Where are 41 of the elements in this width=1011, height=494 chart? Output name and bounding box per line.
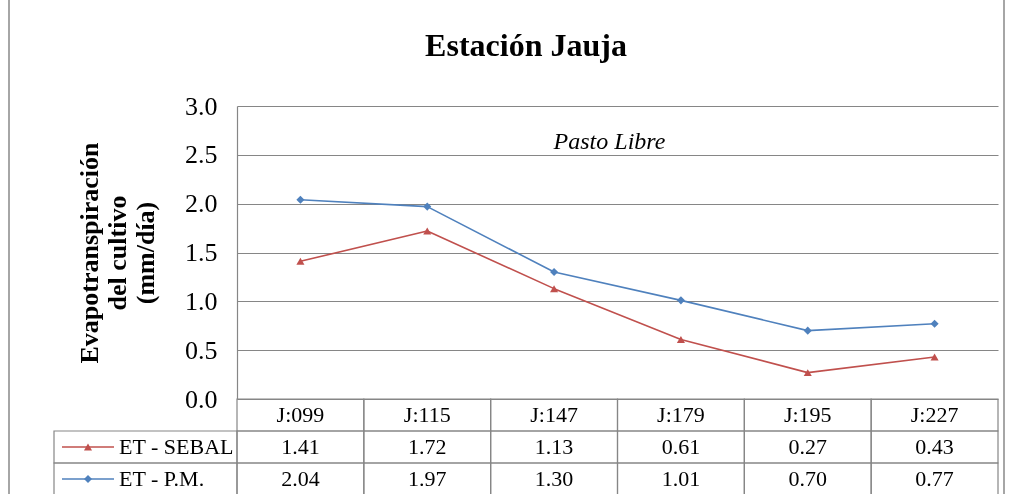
point — [803, 326, 812, 335]
y-tick-label: 2.5 — [185, 140, 218, 170]
point — [423, 227, 432, 235]
data-label: 0.77 — [915, 466, 954, 491]
x-tick-label: J:147 — [530, 402, 578, 427]
x-tick-label: J:115 — [403, 402, 451, 427]
point — [803, 369, 812, 377]
point — [676, 296, 685, 305]
y-tick-label: 0.5 — [185, 335, 218, 365]
data-label: 1.41 — [281, 434, 320, 459]
x-tick-label: J:195 — [783, 402, 832, 427]
point — [676, 335, 685, 343]
y-axis-title: Evapotranspiración del cultivo (mm/día) — [75, 141, 160, 364]
data-label: 1.13 — [534, 434, 574, 459]
y-tick-label: 3.0 — [185, 91, 218, 121]
point — [550, 285, 559, 293]
x-tick-label: J:227 — [910, 402, 959, 427]
annotation: Pasto Libre — [552, 128, 666, 154]
point — [296, 257, 305, 265]
data-label: 0.70 — [788, 466, 827, 491]
data-label: 0.61 — [661, 434, 701, 459]
y-tick-label: 0.0 — [185, 384, 218, 414]
x-tick-label: J:179 — [657, 402, 705, 427]
data-label: 1.97 — [408, 466, 447, 491]
data-label: 2.04 — [281, 466, 320, 491]
data-label: 1.30 — [534, 466, 574, 491]
x-tick-label: J:099 — [276, 402, 325, 427]
chart-title: Estación Jauja — [425, 27, 627, 63]
y-tick-label: 2.0 — [185, 189, 218, 219]
point — [930, 319, 939, 328]
data-label: 0.27 — [788, 434, 827, 459]
legend-label: ET - SEBAL — [119, 434, 234, 459]
y-tick-label: 1.5 — [185, 238, 218, 267]
data-label: 1.01 — [661, 466, 701, 491]
y-tick-label: 1.0 — [185, 286, 218, 316]
data-label: 1.72 — [408, 434, 447, 459]
point — [296, 195, 305, 204]
point — [423, 202, 432, 211]
point — [550, 268, 559, 277]
data-label: 0.43 — [915, 434, 954, 459]
legend-label: ET - P.M. — [119, 466, 205, 491]
